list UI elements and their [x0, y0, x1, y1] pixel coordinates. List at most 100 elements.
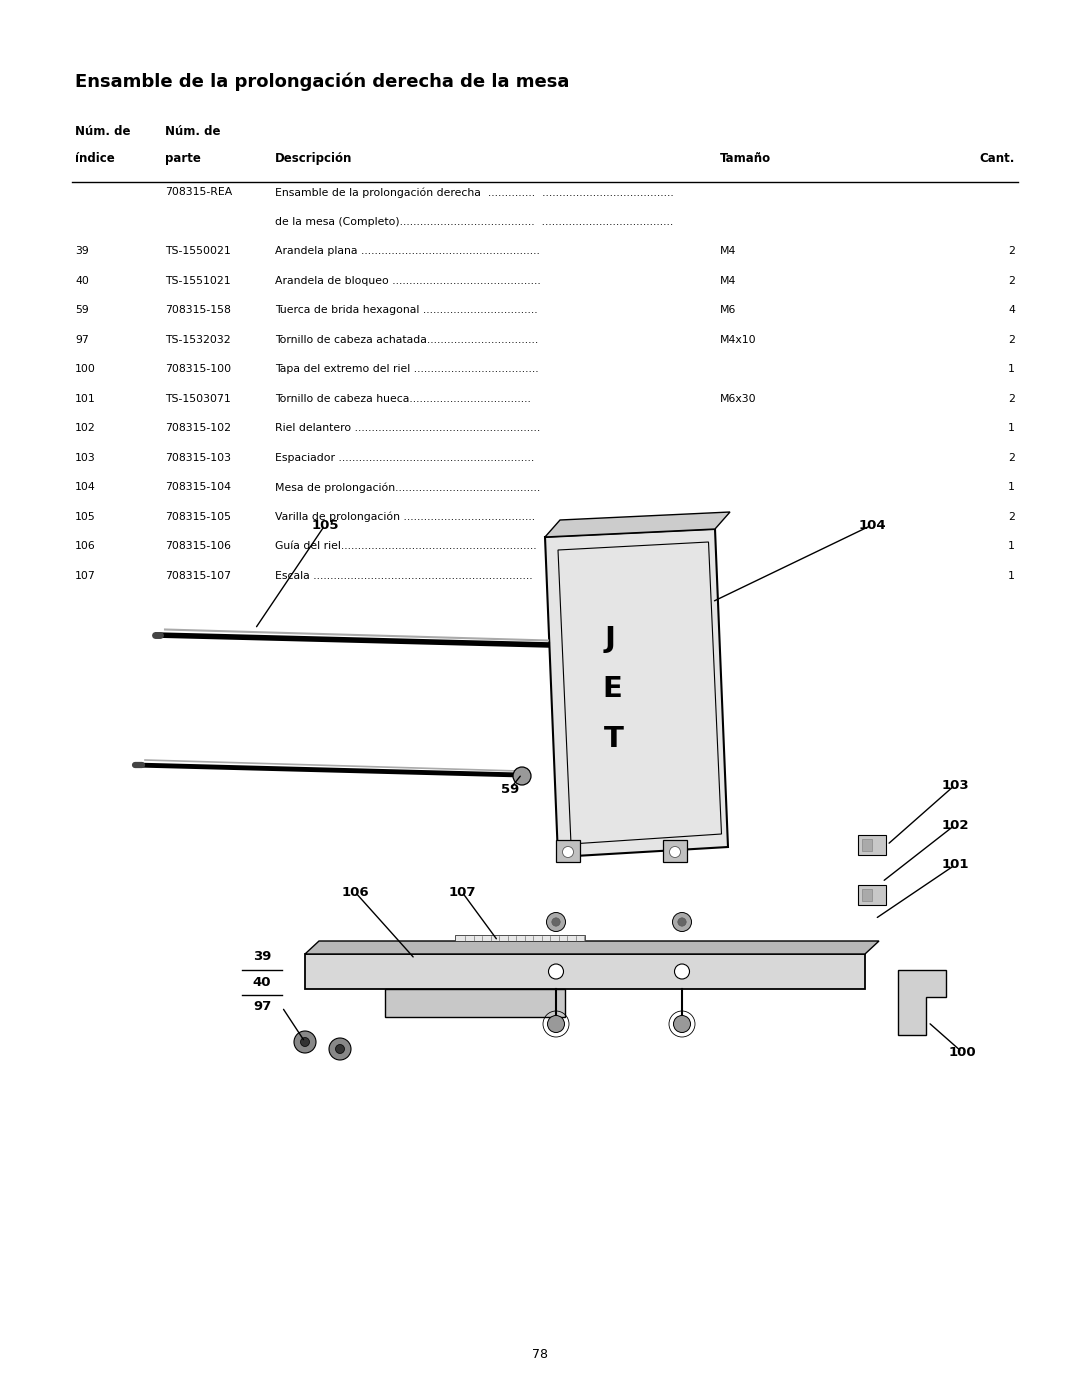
Text: 97: 97: [75, 334, 89, 345]
Text: 40: 40: [75, 275, 89, 285]
Text: M4: M4: [720, 246, 737, 256]
Text: 40: 40: [253, 975, 271, 989]
Text: 107: 107: [448, 886, 476, 898]
Text: Mesa de prolongación...........................................: Mesa de prolongación....................…: [275, 482, 540, 493]
Text: Escala .................................................................: Escala .................................…: [275, 570, 532, 581]
Text: 105: 105: [75, 511, 96, 521]
Bar: [305, 954, 865, 989]
Text: Tornillo de cabeza achatada.................................: Tornillo de cabeza achatada.............…: [275, 334, 538, 345]
Text: Arandela de bloqueo ............................................: Arandela de bloqueo ....................…: [275, 275, 541, 285]
Text: 102: 102: [942, 819, 969, 831]
Polygon shape: [305, 942, 879, 954]
Circle shape: [548, 1016, 565, 1032]
Polygon shape: [545, 529, 728, 856]
Polygon shape: [545, 511, 730, 536]
Circle shape: [552, 918, 561, 926]
Text: 2: 2: [1008, 394, 1015, 404]
Text: M6x30: M6x30: [720, 394, 757, 404]
Text: 100: 100: [948, 1045, 976, 1059]
Text: Tamaño: Tamaño: [720, 152, 771, 165]
Text: Riel delantero .......................................................: Riel delantero .........................…: [275, 423, 540, 433]
Text: 104: 104: [75, 482, 96, 492]
Bar: [858, 886, 886, 905]
Text: índice: índice: [75, 152, 114, 165]
Text: 101: 101: [75, 394, 96, 404]
Text: 708315-105: 708315-105: [165, 511, 231, 521]
Circle shape: [513, 767, 531, 785]
Text: 708315-102: 708315-102: [165, 423, 231, 433]
Text: 708315-107: 708315-107: [165, 570, 231, 581]
Text: 708315-100: 708315-100: [165, 365, 231, 374]
Circle shape: [336, 1045, 345, 1053]
Circle shape: [300, 1038, 310, 1046]
Text: 2: 2: [1008, 453, 1015, 462]
Text: 1: 1: [1008, 423, 1015, 433]
Circle shape: [546, 912, 566, 932]
Text: Cant.: Cant.: [980, 152, 1015, 165]
Text: 107: 107: [75, 570, 96, 581]
Text: Tornillo de cabeza hueca....................................: Tornillo de cabeza hueca................…: [275, 394, 531, 404]
Text: 39: 39: [253, 950, 271, 964]
Text: M4x10: M4x10: [720, 334, 757, 345]
Text: Espaciador ..........................................................: Espaciador .............................…: [275, 453, 535, 462]
Text: 100: 100: [75, 365, 96, 374]
Bar: [858, 835, 886, 855]
Text: 2: 2: [1008, 246, 1015, 256]
Text: de la mesa (Completo)........................................  .................: de la mesa (Completo)...................…: [275, 217, 673, 226]
Text: 2: 2: [1008, 275, 1015, 285]
Polygon shape: [897, 970, 946, 1035]
Text: Arandela plana .....................................................: Arandela plana .........................…: [275, 246, 540, 256]
Bar: [384, 989, 565, 1017]
Circle shape: [674, 1016, 690, 1032]
Text: M4: M4: [720, 275, 737, 285]
Text: 105: 105: [311, 518, 339, 531]
Text: 103: 103: [941, 778, 969, 792]
Text: Descripción: Descripción: [275, 152, 352, 165]
Text: 1: 1: [1008, 570, 1015, 581]
Text: TS-1532032: TS-1532032: [165, 334, 231, 345]
Text: 59: 59: [501, 782, 519, 795]
Text: Tapa del extremo del riel .....................................: Tapa del extremo del riel ..............…: [275, 365, 539, 374]
Text: 78: 78: [532, 1348, 548, 1362]
Text: TS-1503071: TS-1503071: [165, 394, 231, 404]
Text: 59: 59: [75, 305, 89, 314]
Text: 106: 106: [341, 886, 368, 898]
Text: Ensamble de la prolongación derecha de la mesa: Ensamble de la prolongación derecha de l…: [75, 73, 569, 91]
Circle shape: [670, 847, 680, 858]
Text: 4: 4: [1008, 305, 1015, 314]
Circle shape: [549, 964, 564, 979]
Text: TS-1551021: TS-1551021: [165, 275, 231, 285]
Text: 708315-REA: 708315-REA: [165, 187, 232, 197]
Text: 104: 104: [859, 518, 886, 531]
Circle shape: [563, 847, 573, 858]
Text: 2: 2: [1008, 511, 1015, 521]
Text: 708315-106: 708315-106: [165, 541, 231, 550]
Circle shape: [675, 964, 689, 979]
Text: 97: 97: [253, 1000, 271, 1013]
Text: 106: 106: [75, 541, 96, 550]
Text: Ensamble de la prolongación derecha  ..............  ...........................: Ensamble de la prolongación derecha ....…: [275, 187, 674, 197]
Text: 39: 39: [75, 246, 89, 256]
Text: T: T: [604, 725, 624, 753]
Text: Tuerca de brida hexagonal ..................................: Tuerca de brida hexagonal ..............…: [275, 305, 538, 314]
Bar: [455, 935, 585, 942]
Text: 101: 101: [942, 859, 969, 872]
Text: 1: 1: [1008, 482, 1015, 492]
Text: E: E: [602, 675, 622, 703]
Text: Varilla de prolongación .......................................: Varilla de prolongación ................…: [275, 511, 535, 522]
Text: TS-1550021: TS-1550021: [165, 246, 231, 256]
Text: 708315-103: 708315-103: [165, 453, 231, 462]
Text: 1: 1: [1008, 365, 1015, 374]
Bar: [663, 840, 687, 862]
Text: 708315-104: 708315-104: [165, 482, 231, 492]
Text: parte: parte: [165, 152, 201, 165]
Circle shape: [329, 1038, 351, 1060]
Text: 1: 1: [1008, 541, 1015, 550]
Bar: [862, 888, 872, 901]
Text: 103: 103: [75, 453, 96, 462]
Text: Núm. de: Núm. de: [75, 124, 131, 138]
Circle shape: [673, 912, 691, 932]
Bar: [862, 840, 872, 851]
Circle shape: [678, 918, 686, 926]
Bar: [556, 840, 580, 862]
